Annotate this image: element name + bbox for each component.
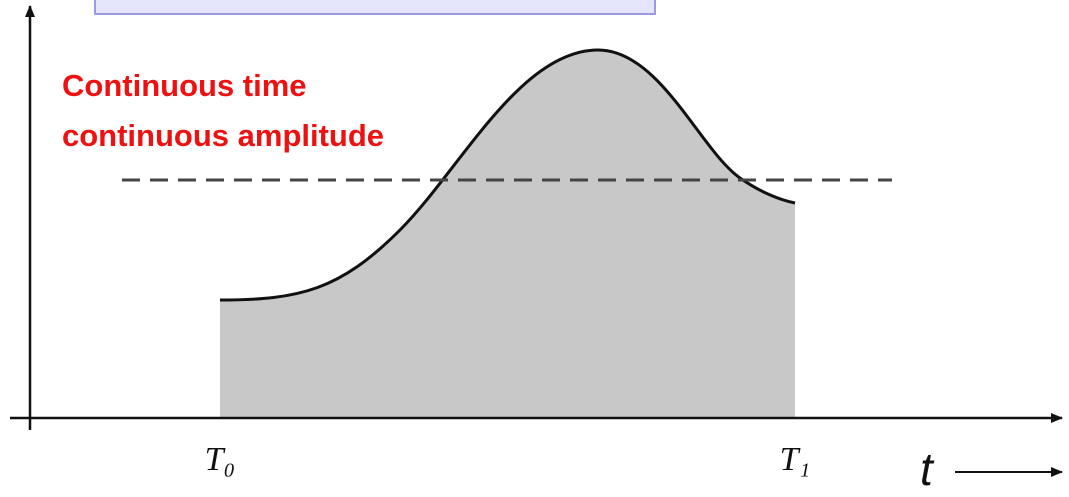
variable-label: t xyxy=(920,443,935,495)
top-box xyxy=(94,0,656,15)
signal-curve xyxy=(219,48,796,302)
end-label: T₁ xyxy=(780,441,811,478)
annotation: continuous amplitude xyxy=(62,118,384,153)
area xyxy=(220,50,795,418)
annotation: Continuous time xyxy=(62,68,307,103)
start-label: T₀ xyxy=(205,441,236,478)
